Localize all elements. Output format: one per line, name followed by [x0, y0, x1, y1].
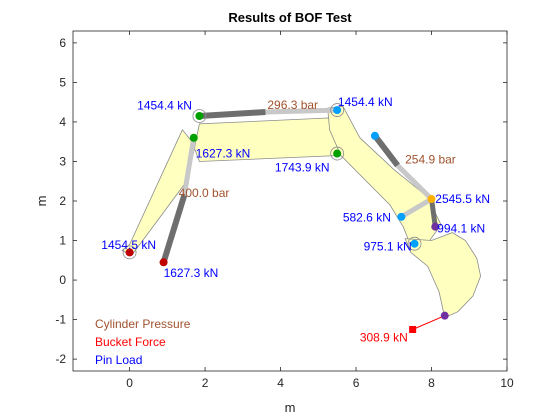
legend-item: Bucket Force — [95, 335, 166, 349]
annotation-layer: 400.0 bar 296.3 bar 254.9 bar 1454.5 kN 1627… — [101, 95, 490, 344]
pin-link-pin — [397, 212, 406, 221]
x-tick-label: 4 — [277, 376, 284, 390]
label-pin-bucket-link: 994.1 kN — [437, 222, 485, 236]
pin-ring-stick-cyl-base — [192, 109, 207, 123]
y-tick-label: 0 — [59, 273, 66, 287]
y-tick-label: 4 — [59, 115, 66, 129]
pin-stick-cyl-base — [195, 112, 204, 120]
y-tick-label: 5 — [59, 75, 66, 89]
label-pressure-boom: 400.0 bar — [179, 186, 230, 200]
label-pressure-bucket: 254.9 bar — [405, 152, 456, 166]
pin-boom-tip — [333, 149, 342, 158]
label-pin-stick-cyl-base: 1454.4 kN — [137, 98, 192, 112]
y-axis: -2 -1 0 1 2 3 4 5 6 — [55, 36, 507, 366]
stick-cylinder-barrel — [199, 109, 266, 119]
x-tick-label: 10 — [500, 376, 514, 390]
boom-cylinder-rod — [181, 137, 197, 196]
label-pin-boom-tip: 1743.9 kN — [275, 160, 330, 174]
bucket-force-marker — [409, 325, 417, 333]
label-pin-stick-cyl-rod: 1454.4 kN — [338, 95, 393, 109]
bucket-cylinder-barrel — [372, 133, 400, 168]
pin-boom-foot — [125, 248, 134, 257]
pin-stick-cyl-rod — [333, 106, 342, 115]
x-tick-label: 6 — [353, 376, 360, 390]
stick-cylinder-rod — [265, 107, 338, 115]
body-bucket — [404, 232, 482, 319]
label-pin-boom-cyl-base: 1627.3 kN — [164, 266, 219, 280]
pins-layer — [122, 103, 449, 320]
pin-bucket-link-pin — [431, 222, 440, 231]
label-pressure-stick: 296.3 bar — [267, 98, 318, 112]
pin-boom-cyl-top — [189, 133, 198, 142]
y-tick-label: 1 — [59, 234, 66, 248]
label-pin-stick-tip: 975.1 kN — [364, 239, 412, 253]
y-axis-label: m — [34, 196, 49, 207]
label-pin-boom-cyl-top: 1627.3 kN — [196, 147, 251, 161]
label-pin-link: 582.6 kN — [343, 211, 391, 225]
pin-bucket-tip — [440, 311, 449, 320]
legend-item: Cylinder Pressure — [95, 317, 191, 331]
boom-cylinder-barrel — [160, 194, 188, 264]
bodies-layer — [121, 105, 482, 319]
x-axis: 0 2 4 6 8 10 — [126, 31, 514, 390]
legend-item: Pin Load — [95, 353, 142, 367]
pin-ring-stick-cyl-rod — [330, 103, 345, 117]
x-axis-label: m — [285, 400, 296, 415]
bucket-cylinder-rod — [395, 163, 434, 201]
x-tick-label: 8 — [428, 376, 435, 390]
y-tick-label: 6 — [59, 36, 66, 50]
chart-title: Results of BOF Test — [228, 10, 352, 25]
label-pin-bucket-cyl-rod: 2545.5 kN — [435, 192, 490, 206]
y-tick-label: 3 — [59, 154, 66, 168]
pin-ring-boom-tip — [330, 146, 345, 161]
pin-bucket-cyl-rod — [427, 195, 436, 204]
pin-ring-boom-foot — [122, 245, 137, 260]
bucket-link — [429, 198, 438, 228]
pin-ring-stick-tip — [407, 236, 422, 251]
y-tick-label: 2 — [59, 194, 66, 208]
y-tick-label: -2 — [55, 352, 66, 366]
pin-bucket-cyl-base — [370, 131, 379, 140]
x-tick-label: 0 — [126, 376, 133, 390]
label-bucket-force-value: 308.9 kN — [360, 330, 408, 344]
pin-boom-cyl-base — [159, 258, 168, 267]
cylinders-layer — [160, 107, 438, 264]
label-pin-boom-foot: 1454.5 kN — [101, 238, 156, 252]
x-tick-label: 2 — [202, 376, 209, 390]
y-tick-label: -1 — [55, 313, 66, 327]
bucket-link-2 — [400, 196, 433, 219]
force-layer — [409, 315, 445, 333]
bucket-force-line — [412, 315, 445, 330]
legend: Cylinder Pressure Bucket Force Pin Load — [95, 317, 191, 367]
pin-stick-tip — [410, 239, 419, 248]
